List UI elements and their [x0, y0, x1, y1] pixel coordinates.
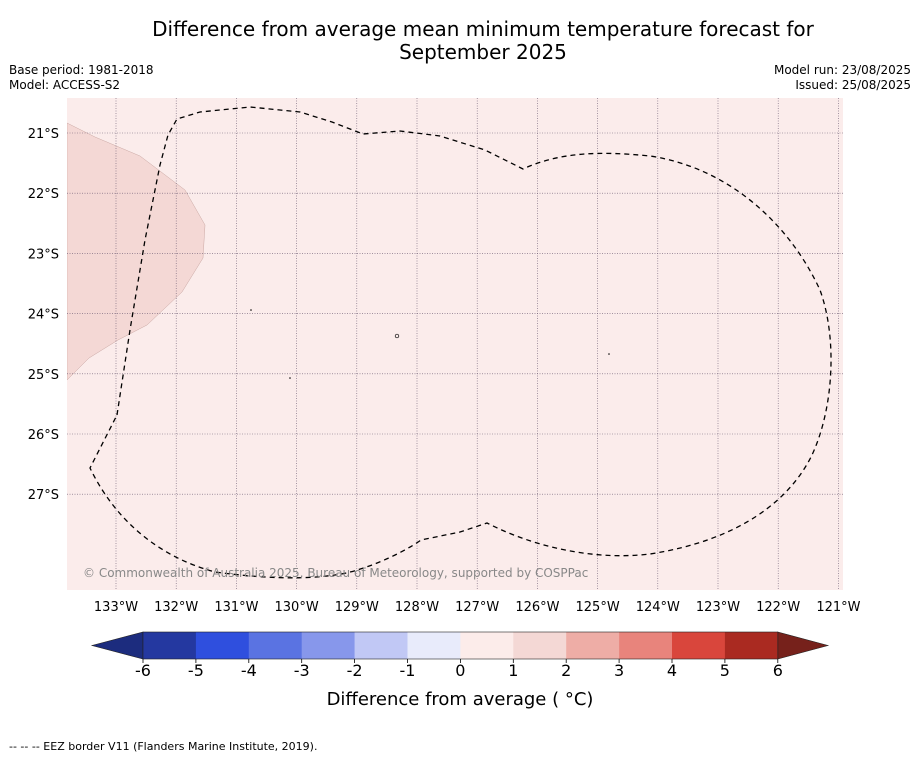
colorbar-segment	[354, 632, 408, 659]
eez-footnote: -- -- -- EEZ border V11 (Flanders Marine…	[9, 740, 318, 753]
colorbar-tick-label: 4	[667, 661, 677, 680]
longitude-label: 122°W	[756, 600, 800, 615]
colorbar-tick-label: 2	[561, 661, 571, 680]
longitude-label: 131°W	[214, 600, 258, 615]
longitude-label: 130°W	[275, 600, 319, 615]
colorbar-title: Difference from average ( °C)	[327, 689, 594, 710]
island-marker	[394, 333, 400, 339]
longitude-label: 128°W	[395, 600, 439, 615]
map-background	[67, 98, 843, 590]
colorbar-tick-label: 5	[720, 661, 730, 680]
colorbar-segment	[248, 632, 302, 659]
title-line-2: September 2025	[399, 40, 567, 64]
colorbar-segment	[195, 632, 250, 659]
latitude-label: 21°S	[28, 127, 59, 142]
graticule	[67, 98, 843, 590]
colorbar-segment	[301, 632, 355, 659]
island-marker	[608, 353, 610, 355]
longitude-label: 132°W	[154, 600, 198, 615]
longitude-label: 124°W	[636, 600, 680, 615]
colorbar-tick-label: 1	[508, 661, 518, 680]
model-label: Model: ACCESS-S2	[9, 78, 121, 92]
colorbar-tick-label: -2	[347, 661, 363, 680]
colorbar-tick-label: 6	[773, 661, 783, 680]
colorbar-segment	[407, 632, 461, 659]
metadata-left: Base period: 1981-2018 Model: ACCESS-S2	[9, 63, 154, 93]
copyright-text: © Commonwealth of Australia 2025, Bureau…	[83, 566, 588, 580]
colorbar-under-arrow	[90, 631, 144, 660]
colorbar-segment	[143, 632, 197, 659]
colorbar-tick-label: -4	[241, 661, 257, 680]
longitude-labels: 133°W 132°W 131°W 130°W 129°W 128°W 127°W 126°W…	[94, 600, 861, 615]
chart-title: Difference from average mean minimum tem…	[0, 18, 919, 64]
latitude-label: 24°S	[28, 308, 59, 323]
metadata-right: Model run: 23/08/2025 Issued: 25/08/2025	[774, 63, 911, 93]
colorbar-segment	[619, 632, 673, 659]
longitude-label: 129°W	[335, 600, 379, 615]
colorbar-over-arrow	[777, 631, 830, 660]
longitude-label: 126°W	[515, 600, 559, 615]
colorbar-tick-label: -1	[400, 661, 416, 680]
longitude-label: 121°W	[816, 600, 860, 615]
colorbar-segment	[724, 632, 779, 659]
colorbar-tick-label: -5	[188, 661, 204, 680]
colorbar-segment	[513, 632, 567, 659]
latitude-label: 23°S	[28, 247, 59, 262]
model-run-label: Model run: 23/08/2025	[773, 63, 911, 77]
latitude-label: 26°S	[28, 428, 59, 443]
title-line-1: Difference from average mean minimum tem…	[152, 17, 814, 41]
issued-label: Issued: 25/08/2025	[795, 78, 911, 92]
island-marker	[250, 309, 252, 311]
colorbar-segment	[566, 632, 620, 659]
latitude-label: 22°S	[28, 187, 59, 202]
colorbar-segment	[672, 632, 726, 659]
latitude-label: 27°S	[28, 488, 59, 503]
colorbar-tick-label: 3	[614, 661, 624, 680]
longitude-label: 127°W	[455, 600, 499, 615]
colorbar-tick-label: 0	[455, 661, 465, 680]
latitude-labels: 21°S 22°S 23°S 24°S 25°S 26°S 27°S	[28, 127, 59, 503]
longitude-label: 125°W	[576, 600, 620, 615]
latitude-label: 25°S	[28, 368, 59, 383]
colorbar-ticks: -6 -5 -4 -3 -2 -1 0 1 2 3 4 5 6	[135, 659, 783, 680]
island-marker	[289, 377, 291, 379]
base-period-label: Base period: 1981-2018	[9, 63, 154, 77]
longitude-label: 123°W	[696, 600, 740, 615]
colorbar-tick-label: -6	[135, 661, 151, 680]
longitude-label: 133°W	[94, 600, 138, 615]
anomaly-patch	[67, 122, 206, 381]
colorbar-tick-label: -3	[294, 661, 310, 680]
colorbar-segment	[460, 632, 514, 659]
colorbar	[90, 631, 830, 660]
